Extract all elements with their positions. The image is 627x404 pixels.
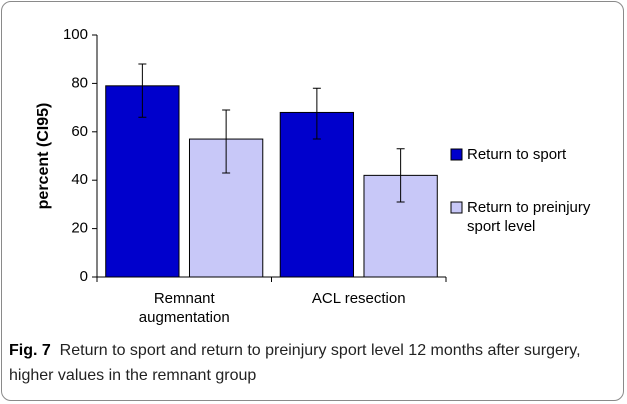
legend-swatch xyxy=(450,201,463,214)
y-tick-label: 60 xyxy=(71,123,88,140)
chart: percent (CI95) 0 20 40 60 80 100 xyxy=(35,26,463,285)
error-bar xyxy=(396,148,405,203)
y-tick-label: 100 xyxy=(63,26,88,43)
error-bar xyxy=(138,63,147,118)
caption: Fig. 7 Return to sport and return to pre… xyxy=(9,338,609,388)
error-bar xyxy=(222,109,231,174)
y-tick-label: 20 xyxy=(71,220,88,237)
y-tick-label: 0 xyxy=(80,268,88,285)
y-tick-label: 80 xyxy=(71,74,88,91)
error-bar xyxy=(312,87,321,140)
caption-label: Fig. 7 xyxy=(9,342,51,359)
bar xyxy=(279,111,355,278)
legend-swatch xyxy=(450,148,463,161)
caption-text: Return to sport and return to preinjury … xyxy=(9,342,581,384)
legend-label: Return to preinjury sport level xyxy=(467,199,591,235)
y-axis-label: percent (CI95) xyxy=(35,103,52,210)
x-tick-label: Remnant augmentation xyxy=(138,290,230,326)
x-tick-label: ACL resection xyxy=(311,290,406,307)
y-tick-label: 40 xyxy=(71,171,88,188)
legend-label: Return to sport xyxy=(467,146,567,163)
